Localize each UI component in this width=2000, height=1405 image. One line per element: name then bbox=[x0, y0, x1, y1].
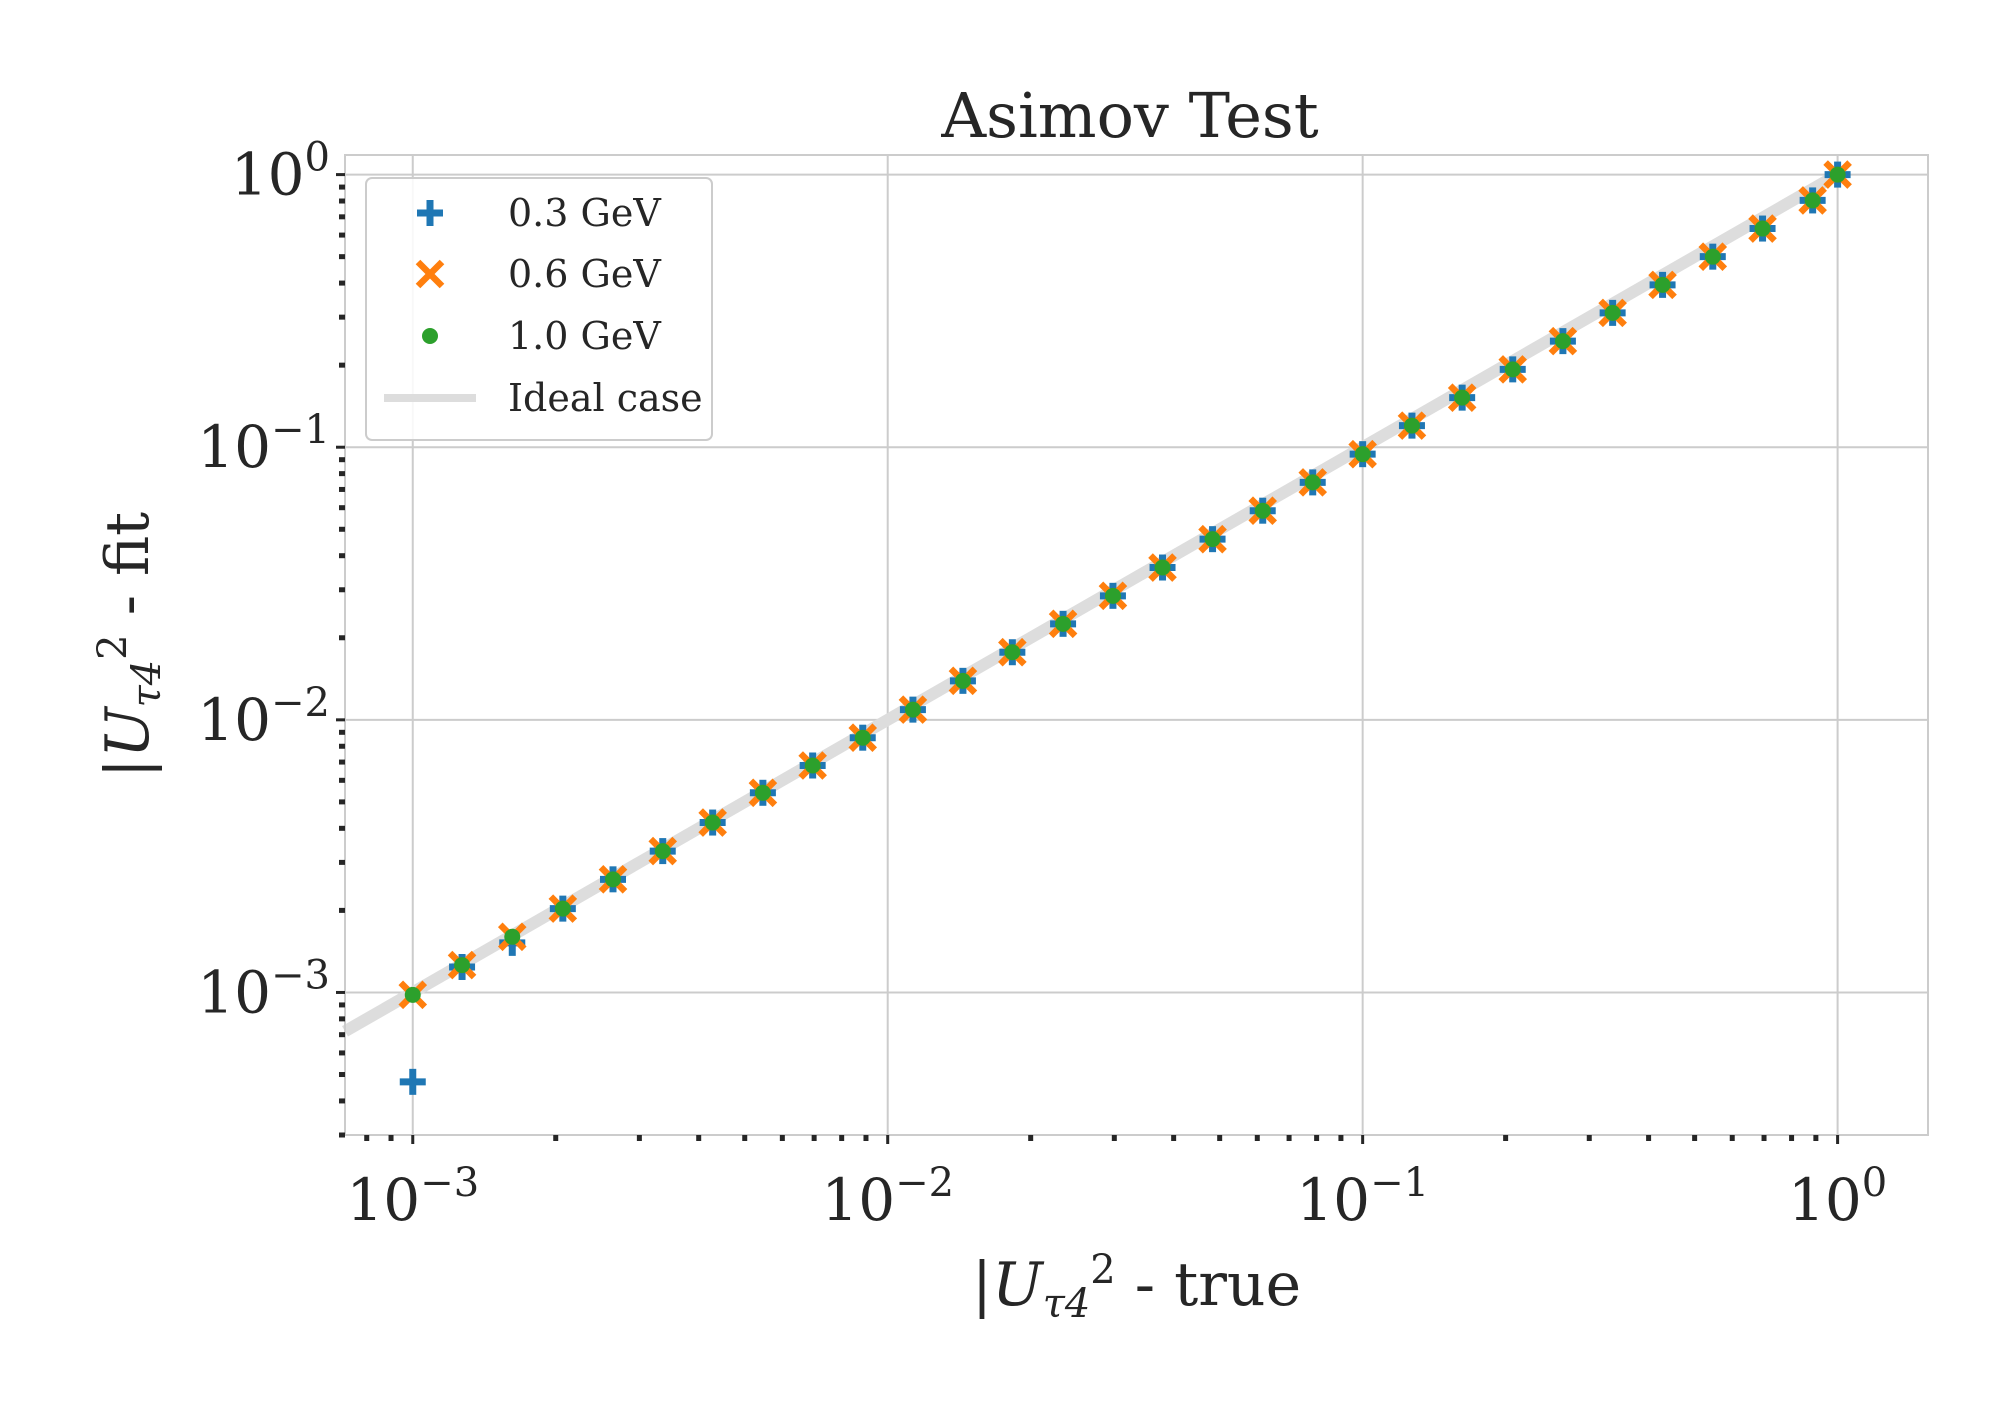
data-point bbox=[1654, 276, 1671, 293]
data-point bbox=[854, 729, 871, 746]
data-point bbox=[604, 871, 621, 888]
data-point bbox=[1254, 502, 1271, 519]
series-1-0-gev bbox=[404, 166, 1846, 1003]
data-point bbox=[554, 900, 571, 917]
data-point bbox=[1204, 531, 1221, 548]
legend-label: Ideal case bbox=[508, 376, 703, 420]
legend: 0.3 GeV 0.6 GeV 1.0 GeV Ideal case bbox=[365, 177, 713, 441]
axis-ticks bbox=[336, 173, 1840, 1144]
data-point bbox=[404, 986, 421, 1003]
data-point bbox=[1504, 361, 1521, 378]
y-tick-label: 10−3 bbox=[197, 952, 330, 1026]
data-point bbox=[1704, 248, 1721, 265]
x-tick-label: 10−1 bbox=[1296, 1160, 1429, 1234]
data-point bbox=[504, 928, 521, 945]
data-point bbox=[1104, 587, 1121, 604]
ideal-case-line-group bbox=[342, 169, 1841, 1037]
grid-lines bbox=[345, 155, 1928, 1135]
x-tick-label: 10−3 bbox=[346, 1160, 479, 1234]
axis-labels: 10−3 10−2 10−1 100 10−3 10−2 10−1 100 |Uτ42 - tr… bbox=[90, 135, 1887, 1327]
data-point bbox=[1154, 559, 1171, 576]
data-point bbox=[1304, 474, 1321, 491]
legend-marker bbox=[415, 259, 445, 289]
data-point bbox=[1554, 333, 1571, 350]
data-point bbox=[654, 843, 671, 860]
legend-marker bbox=[422, 328, 438, 344]
data-point bbox=[1829, 166, 1846, 183]
data-point bbox=[1804, 192, 1821, 209]
data-point bbox=[1454, 389, 1471, 406]
legend-label: 1.0 GeV bbox=[508, 314, 661, 358]
data-point bbox=[1403, 417, 1420, 434]
data-point bbox=[399, 1068, 426, 1095]
data-point bbox=[1055, 615, 1072, 632]
y-tick-label: 100 bbox=[231, 135, 330, 209]
y-tick-label: 10−1 bbox=[197, 407, 330, 481]
legend-box bbox=[365, 177, 713, 441]
data-point bbox=[1354, 446, 1371, 463]
x-tick-label: 10−2 bbox=[821, 1160, 954, 1234]
data-point bbox=[1004, 644, 1021, 661]
x-tick-label: 100 bbox=[1788, 1160, 1887, 1234]
data-point bbox=[1754, 220, 1771, 237]
data-point bbox=[804, 757, 821, 774]
legend-label: 0.3 GeV bbox=[508, 191, 661, 235]
data-point bbox=[954, 672, 971, 689]
data-point bbox=[904, 701, 921, 718]
legend-label: 0.6 GeV bbox=[508, 252, 661, 296]
y-axis-label: |Uτ42 - fit bbox=[90, 512, 170, 778]
y-tick-label: 10−2 bbox=[197, 680, 330, 754]
chart-title: Asimov Test bbox=[940, 79, 1318, 152]
data-point bbox=[754, 784, 771, 801]
data-point bbox=[704, 814, 721, 831]
data-markers bbox=[398, 160, 1852, 1095]
plot-frame bbox=[344, 154, 1929, 1136]
legend-marker bbox=[417, 200, 443, 226]
ideal-case-line bbox=[342, 169, 1841, 1037]
data-point bbox=[454, 957, 471, 974]
x-axis-label: |Uτ42 - true bbox=[972, 1247, 1301, 1327]
data-point bbox=[1604, 304, 1621, 321]
